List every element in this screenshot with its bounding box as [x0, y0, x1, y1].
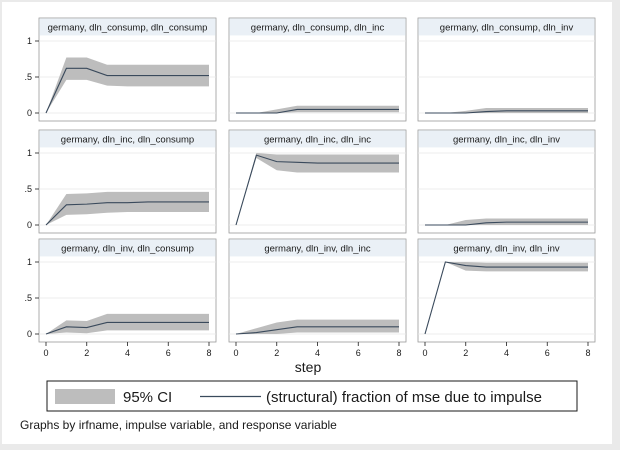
- fevd-line: [45, 321, 209, 335]
- panel-9: germany, dln_inv, dln_inv 0 2 4 6 8: [417, 238, 596, 358]
- y-tick-label: .5: [24, 184, 32, 194]
- panel-title: germany, dln_inc, dln_inc: [264, 135, 371, 146]
- legend-ci-swatch: [55, 389, 115, 404]
- x-tick-label: 8: [206, 348, 211, 358]
- ci-band: [46, 191, 209, 225]
- fevd-line: [235, 326, 399, 335]
- legend-box: [46, 380, 578, 412]
- fevd-line: [424, 261, 588, 335]
- panel-title: germany, dln_inv, dln_consump: [61, 244, 194, 255]
- panel-header: [229, 239, 406, 257]
- fevd-line: [235, 154, 399, 226]
- panels-layer: germany, dln_consump, dln_consump0.51ger…: [24, 17, 596, 358]
- x-tick-label: 4: [125, 348, 130, 358]
- fevd-line: [425, 221, 588, 226]
- panel-header: [229, 130, 406, 148]
- panel-header: [418, 239, 595, 257]
- x-tick-label: 2: [84, 348, 89, 358]
- x-tick-label: 6: [545, 348, 550, 358]
- legend-line-label: (structural) fraction of mse due to impu…: [266, 389, 542, 406]
- x-tick-label: 0: [233, 348, 238, 358]
- y-tick-label: .5: [24, 72, 32, 82]
- x-tick-label: 0: [43, 348, 48, 358]
- panel-title: germany, dln_inv, dln_inc: [264, 244, 371, 255]
- panel-3: germany, dln_consump, dln_inv: [417, 17, 596, 122]
- legend: 95% CI (structural) fraction of mse due …: [46, 380, 578, 412]
- fevd-line: [45, 201, 209, 226]
- x-tick-label: 2: [463, 348, 468, 358]
- x-tick-label: 6: [356, 348, 361, 358]
- panel-header: [418, 18, 595, 36]
- y-tick-label: 1: [27, 257, 32, 267]
- x-tick-label: 4: [315, 348, 320, 358]
- x-tick-label: 2: [274, 348, 279, 358]
- fevd-line: [425, 110, 588, 114]
- panel-8: germany, dln_inv, dln_inc 0 2 4 6 8: [228, 238, 407, 358]
- panel-title: germany, dln_consump, dln_consump: [48, 23, 208, 34]
- panel-title: germany, dln_inc, dln_consump: [61, 135, 194, 146]
- panel-title: germany, dln_consump, dln_inv: [440, 23, 574, 34]
- x-tick-label: 4: [504, 348, 509, 358]
- panel-7: germany, dln_inv, dln_consump 0 .5 1 0 2 4 6 8: [24, 238, 217, 358]
- ci-band: [46, 57, 209, 113]
- x-tick-label: 6: [166, 348, 171, 358]
- x-tick-label: 0: [422, 348, 427, 358]
- ci-band: [425, 262, 588, 334]
- panel-title: germany, dln_inv, dln_inv: [453, 244, 560, 255]
- y-tick-label: 1: [27, 148, 32, 158]
- x-axis-title: step: [295, 359, 322, 375]
- ci-band: [46, 313, 209, 334]
- y-tick-label: 1: [27, 36, 32, 46]
- panel-2: germany, dln_consump, dln_inc: [228, 17, 407, 122]
- x-tick-label: 8: [396, 348, 401, 358]
- y-tick-label: 0: [27, 220, 32, 230]
- irf-chart: germany, dln_consump, dln_consump0.51ger…: [20, 17, 596, 432]
- chart-frame: germany, dln_consump, dln_consump 0.5 1 ger…: [2, 2, 612, 444]
- graph-note: Graphs by irfname, impulse variable, and…: [20, 418, 337, 432]
- y-tick-label: 0: [27, 329, 32, 339]
- panel-title: germany, dln_inc, dln_inv: [453, 135, 560, 146]
- panel-5: germany, dln_inc, dln_inc: [228, 129, 407, 234]
- x-tick-label: 8: [585, 348, 590, 358]
- panel-6: germany, dln_inc, dln_inv: [417, 129, 596, 234]
- panel-title: germany, dln_consump, dln_inc: [251, 23, 385, 34]
- panel-header: [229, 18, 406, 36]
- fevd-line: [236, 108, 399, 114]
- fevd-line: [45, 67, 209, 114]
- panel-header: [39, 18, 216, 36]
- y-tick-label: 0: [27, 108, 32, 118]
- panel-header: [39, 130, 216, 148]
- panel-header: [418, 130, 595, 148]
- panel-4: germany, dln_inc, dln_consump 0 .5 1: [24, 129, 217, 234]
- ci-band: [236, 153, 399, 225]
- legend-ci-label: 95% CI: [123, 389, 172, 406]
- panel-header: [39, 239, 216, 257]
- y-tick-label: .5: [24, 293, 32, 303]
- panel-1: germany, dln_consump, dln_consump 0 .5 1: [24, 17, 217, 122]
